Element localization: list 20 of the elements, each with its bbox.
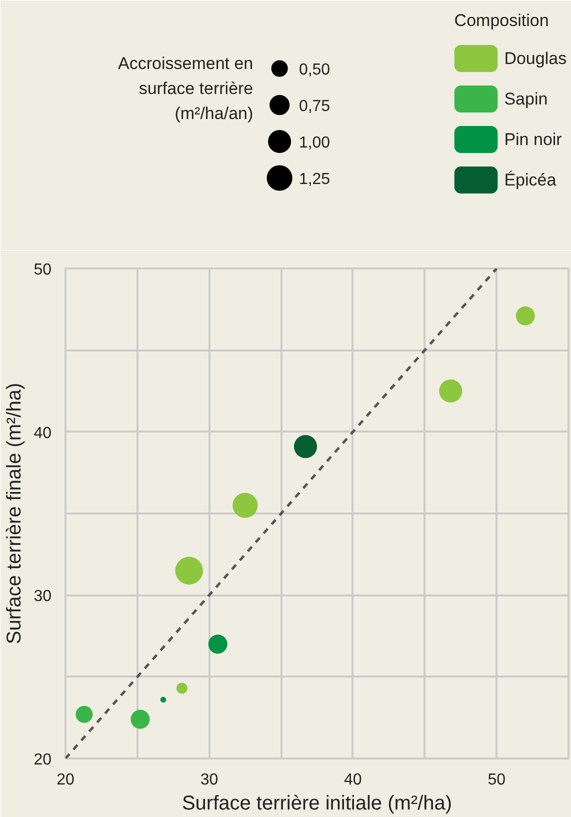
legend-label: Pin noir [504,130,562,149]
x-axis-title: Surface terrière initiale (m²/ha) [182,792,452,814]
text: Accroissement en surface terrière (m²/ha/an) [118,54,254,123]
legend-label: Douglas [504,49,567,68]
legend-label: 1,25 [298,171,330,188]
legend-label: Sapin [504,90,548,108]
x-tick-label: 30 [200,772,218,788]
y-axis-title: Surface terrière finale (m²/ha) [4,382,26,644]
legend-label: 0,50 [298,62,330,78]
x-tick-label: 40 [344,772,362,788]
legend-label: Épicéa [504,170,557,190]
y-tick-label: 30 [34,588,52,606]
y-tick-label: 20 [34,752,52,768]
y-tick-label: 40 [34,424,52,442]
x-tick-label: 20 [56,772,74,788]
legend-label: 1,00 [298,134,330,152]
legend-label: 0,75 [298,98,330,115]
legend-title: Composition [454,11,549,30]
x-tick-label: 50 [488,772,506,788]
y-tick-label: 50 [34,262,52,278]
